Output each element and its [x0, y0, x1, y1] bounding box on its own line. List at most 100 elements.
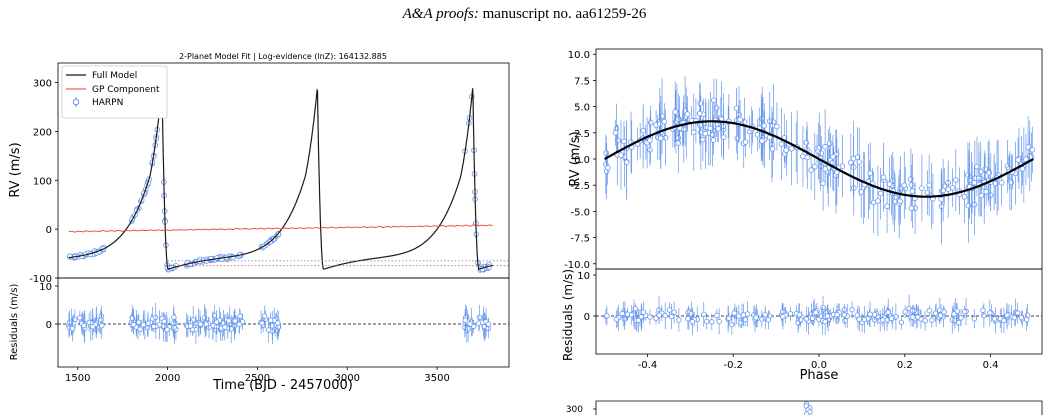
phase-rv-point — [822, 143, 828, 150]
phase-residual-point — [613, 316, 620, 323]
phase-residual-point — [716, 318, 722, 325]
phase-rv-point — [811, 163, 818, 170]
phase-rv-point — [850, 155, 857, 162]
residuals-axis-label: Residuals (m/s) — [9, 284, 20, 361]
residual-point — [236, 321, 242, 328]
rv-ytick-label: 200 — [33, 127, 52, 138]
residual-point — [197, 321, 204, 327]
residual-point — [81, 322, 87, 329]
phase-rv-point — [952, 177, 959, 183]
phase-xtick-label: 0.4 — [983, 360, 999, 371]
phase-residual-point — [704, 318, 710, 325]
phase-residual-point — [951, 311, 957, 317]
phase-residual-point — [884, 317, 890, 323]
phase-residual-point — [729, 321, 735, 328]
phase-rv-point — [707, 125, 714, 131]
phase-rv-point — [759, 138, 765, 144]
phase-rv-point — [908, 205, 915, 212]
phase-rv-point — [778, 141, 785, 147]
partial-panel-point — [803, 411, 810, 415]
phase-residual-point — [796, 312, 803, 318]
phase-residual-point — [803, 316, 810, 322]
phase-residual-point — [987, 310, 993, 316]
phase-residual-point — [740, 312, 747, 318]
residual-point — [129, 315, 136, 321]
residuals-time-frame — [57, 277, 510, 368]
phase-rv-point — [965, 172, 971, 178]
phase-residual-point — [898, 319, 905, 326]
residual-point — [262, 313, 268, 319]
phase-rv-point — [1008, 179, 1015, 186]
legend-box — [61, 65, 168, 119]
phase-residual-point — [929, 317, 935, 323]
residual-point — [187, 323, 194, 329]
phase-residual-point — [818, 313, 825, 319]
residual-point — [465, 326, 471, 332]
phase-residual-point — [824, 313, 831, 319]
phase-residual-point — [662, 313, 668, 319]
phase-residual-point — [731, 310, 737, 316]
residual-point — [222, 324, 228, 330]
phase-residual-point — [885, 309, 891, 315]
phase-rv-point — [877, 190, 884, 197]
phase-rv-point — [662, 134, 669, 141]
phase-rv-point — [733, 105, 740, 112]
phase-rv-point — [940, 187, 946, 194]
phase-rv-point — [945, 186, 951, 193]
phase-residual-point — [676, 317, 682, 323]
phase-rv-point — [754, 131, 761, 138]
phase-rv-point — [720, 134, 727, 140]
phase-residual-point — [1015, 310, 1021, 316]
residual-point — [213, 319, 220, 325]
phase-rv-point — [978, 192, 985, 199]
phase-rv-ytick-label: 7.5 — [574, 76, 590, 87]
phase-residual-point — [797, 317, 804, 323]
manuscript-number: manuscript no. aa61259-26 — [482, 6, 647, 22]
phase-rv-point — [830, 154, 836, 160]
residual-point — [170, 320, 177, 326]
residual-point — [161, 318, 167, 325]
phase-rv-ytick-label: -2.5 — [570, 181, 590, 192]
phase-rv-point — [783, 147, 789, 153]
phase-rv-point — [880, 174, 887, 181]
phase-rv-point — [711, 97, 717, 104]
phase-rv-point — [858, 189, 865, 195]
phase-residual-point — [709, 319, 715, 325]
phase-rv-point — [761, 122, 767, 129]
residual-point — [471, 323, 477, 330]
rv-axis-label: RV (m/s) — [8, 142, 23, 197]
phase-residual-point — [888, 315, 895, 322]
phase-rv-point — [672, 109, 678, 115]
residual-point — [164, 326, 170, 333]
residual-point — [476, 314, 483, 321]
phase-rv-point — [886, 181, 893, 187]
phase-residual-point — [653, 315, 659, 321]
residual-ytick-label: 10 — [39, 282, 52, 293]
phase-residual-point — [822, 319, 828, 325]
phase-residual-point — [937, 307, 943, 313]
residual-point — [90, 324, 96, 330]
phase-residual-point — [689, 318, 696, 325]
phase-rv-point — [826, 140, 833, 147]
phase-residual-point — [619, 310, 625, 317]
rv-ytick-label: -100 — [29, 274, 52, 285]
residual-point — [259, 320, 265, 326]
phase-rv-point — [901, 182, 908, 189]
phase-residual-point — [726, 315, 732, 321]
phase-residual-point — [971, 316, 978, 322]
phase-residual-point — [640, 309, 647, 315]
phase-residual-point — [937, 312, 944, 319]
phase-xtick-label: -0.2 — [723, 360, 743, 371]
residual-point — [69, 325, 76, 332]
phase-rv-point — [788, 145, 795, 152]
phase-rv-point — [741, 119, 748, 125]
phase-rv-ytick-label: 10.0 — [568, 50, 590, 61]
phase-rv-point — [742, 139, 749, 145]
phase-residual-point — [671, 309, 677, 315]
phase-rv-point — [737, 116, 743, 123]
phase-rv-point — [612, 129, 619, 136]
phase-rv-point — [647, 119, 654, 126]
phase-rv-point — [1019, 166, 1026, 172]
phase-residual-point — [621, 316, 628, 322]
